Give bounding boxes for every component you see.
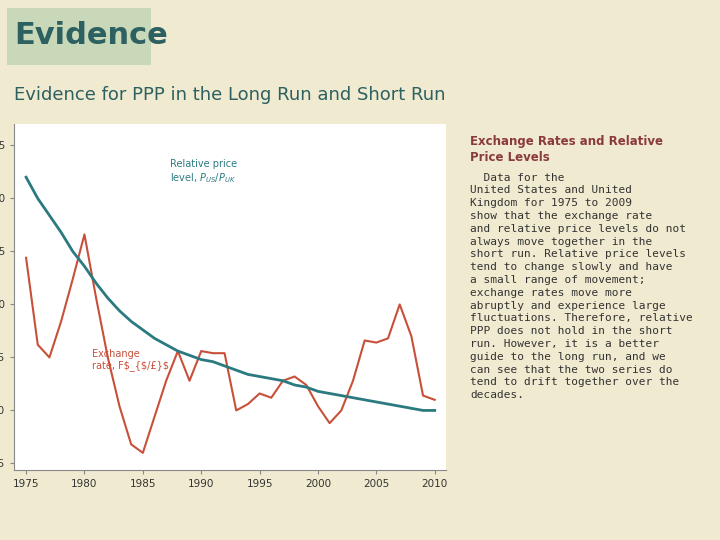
Text: Relative price
level, $P_{US}/P_{UK}$: Relative price level, $P_{US}/P_{UK}$ xyxy=(170,159,237,185)
Text: Evidence: Evidence xyxy=(14,21,168,50)
FancyBboxPatch shape xyxy=(7,9,151,65)
Text: Evidence for PPP in the Long Run and Short Run: Evidence for PPP in the Long Run and Sho… xyxy=(14,85,446,104)
Text: Exchange
rate, F$_{$/£}$: Exchange rate, F$_{$/£}$ xyxy=(92,349,169,372)
Text: Exchange Rates and Relative
Price Levels: Exchange Rates and Relative Price Levels xyxy=(470,134,663,164)
Text: Data for the
United States and United
Kingdom for 1975 to 2009
show that the exc: Data for the United States and United Ki… xyxy=(470,173,693,400)
